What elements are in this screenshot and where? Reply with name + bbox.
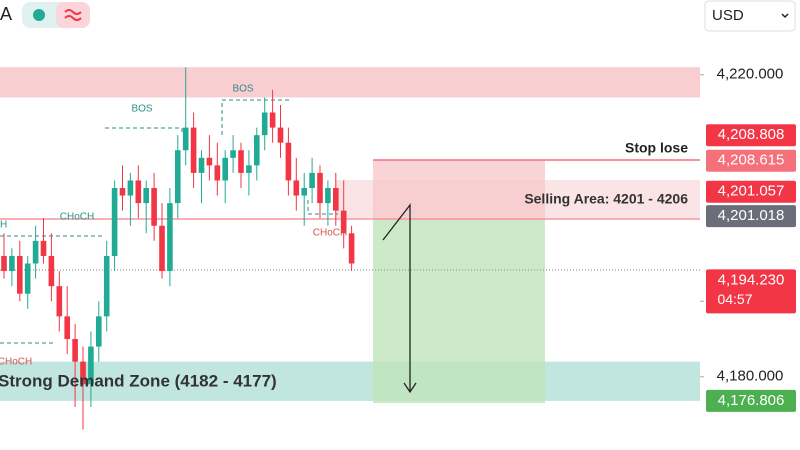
price-label-box (706, 389, 796, 412)
candle-body (103, 255, 110, 317)
zones (0, 67, 700, 401)
choch-line (307, 200, 338, 215)
chevron (781, 13, 789, 19)
arrow (382, 203, 417, 394)
candle-body (80, 361, 86, 385)
candle-body (238, 150, 244, 173)
price-label: 4,201.057 (718, 183, 785, 200)
candle-body (325, 188, 331, 204)
candle-body (254, 135, 260, 166)
price-label: 4,208.808 (718, 126, 785, 143)
toggle-dot (33, 9, 45, 21)
candle-body (277, 127, 284, 143)
annotation: CHoCH (313, 228, 347, 239)
annotation: BOS (131, 104, 152, 115)
candle-body (293, 180, 300, 196)
currency: USD (712, 7, 744, 24)
candle-body (309, 172, 315, 189)
candles (1, 67, 355, 430)
candle-body (135, 180, 142, 204)
candle-body (159, 225, 165, 272)
currency-select[interactable] (704, 0, 796, 32)
price-label: 4,201.018 (718, 207, 785, 224)
annotation: CHoCH (60, 212, 94, 223)
candle-body (32, 240, 39, 264)
price-label-box (706, 180, 796, 203)
countdown: 04:57 (717, 291, 752, 307)
price-label-box (706, 205, 796, 228)
candle-body (269, 112, 276, 128)
target-box (373, 220, 545, 403)
price-label-box (706, 269, 796, 314)
candle-body (301, 188, 307, 196)
candle-body (9, 255, 15, 272)
candle-body (88, 346, 94, 385)
price-label-box (706, 124, 796, 147)
candle-body (182, 127, 189, 151)
candle-body (261, 112, 268, 136)
selling-area (335, 180, 700, 218)
candle-body (246, 165, 252, 173)
annotation: Selling Area: 4201 - 4206 (524, 191, 688, 207)
candle-body (230, 150, 236, 158)
candle-body (17, 255, 23, 294)
price-label-box (706, 149, 796, 172)
annotation: H (0, 220, 7, 231)
candle-body (198, 157, 205, 173)
annotation: Strong Demand Zone (4182 - 4177) (0, 371, 277, 390)
candle-body (333, 188, 339, 211)
candle-body (24, 263, 31, 294)
candle-body (40, 240, 47, 256)
candle-body (190, 127, 197, 173)
price-label: 4,194.230 (718, 271, 785, 288)
candle-body (72, 339, 78, 362)
candle-body (206, 157, 213, 166)
candle-body (1, 255, 7, 272)
annotation: Stop lose (625, 140, 688, 156)
candle-body (143, 188, 149, 204)
candle-body (64, 316, 70, 340)
candle-body (167, 203, 173, 272)
zone (0, 361, 700, 401)
candle-body (111, 188, 118, 256)
price-axis: 4,220.0004,190.0004,180.0004,208.8084,20… (700, 66, 796, 412)
wave-icon (64, 9, 82, 21)
y-tick-label: 4,220.000 (717, 66, 784, 83)
candle-body (119, 188, 126, 196)
candle-body (151, 188, 157, 226)
price-label: 4,208.615 (718, 152, 785, 169)
candle-body (127, 180, 134, 196)
toggle-right[interactable] (56, 2, 90, 28)
price-label: 4,176.806 (718, 392, 785, 409)
bos-line (221, 99, 290, 135)
candle-body (285, 142, 292, 181)
zone (0, 67, 700, 98)
annotation: CHoCH (0, 357, 32, 368)
candle-body (56, 286, 63, 317)
candle-body (48, 255, 55, 287)
candle-body (175, 150, 181, 204)
bos-line (105, 127, 183, 135)
candle-body (317, 172, 323, 204)
arrow-path (382, 203, 411, 392)
candle-body (222, 157, 228, 181)
y-tick-label: 4,180.000 (717, 368, 784, 385)
arrow-head (403, 382, 417, 394)
annotations: Stop lose Selling Area: 4201 - 4206 Strong… (0, 84, 688, 391)
candle-body (96, 316, 102, 347)
symbol: A (0, 4, 12, 24)
candle-body (340, 210, 347, 234)
annotation: BOS (232, 84, 253, 95)
candle-body (214, 165, 221, 181)
candle-body (348, 233, 355, 264)
